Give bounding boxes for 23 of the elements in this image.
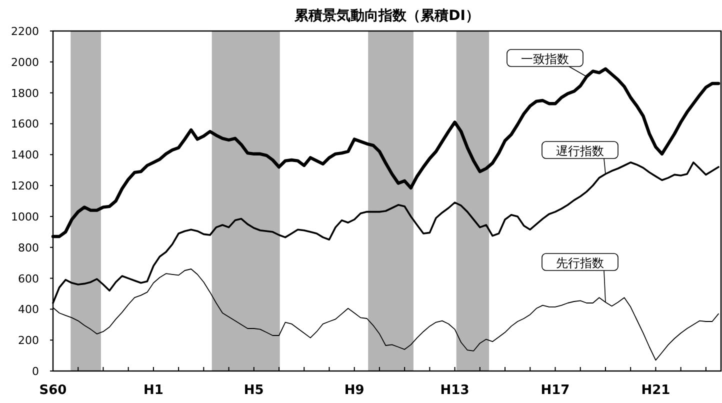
y-tick-label: 2000 — [11, 56, 39, 69]
x-tick-label: H5 — [244, 383, 264, 398]
y-tick-label: 2200 — [11, 25, 39, 38]
text: 先行指数 — [556, 256, 604, 270]
series-label: 一致指数 — [521, 52, 569, 66]
y-tick-label: 800 — [18, 241, 39, 254]
y-tick-label: 1400 — [11, 148, 39, 162]
x-tick-label: H17 — [540, 383, 570, 398]
x-tick-label: H13 — [440, 383, 470, 398]
y-tick-label: 0 — [32, 365, 39, 378]
y-tick-label: 200 — [18, 334, 39, 348]
x-tick-label: S60 — [39, 383, 67, 398]
y-tick-label: 600 — [18, 272, 39, 286]
x-tick-label: H21 — [641, 383, 670, 398]
series-label: 遅行指数 — [556, 144, 604, 158]
y-tick-label: 1200 — [11, 180, 39, 193]
x-tick-label: H1 — [143, 383, 164, 398]
x-tick-label: H9 — [344, 383, 364, 398]
y-tick-label: 1600 — [11, 118, 39, 131]
chart-title: 累積景気動向指数（累積DI） — [294, 8, 480, 24]
y-tick-label: 400 — [18, 303, 39, 316]
y-tick-label: 1800 — [11, 86, 39, 100]
y-tick-label: 1000 — [11, 210, 39, 224]
